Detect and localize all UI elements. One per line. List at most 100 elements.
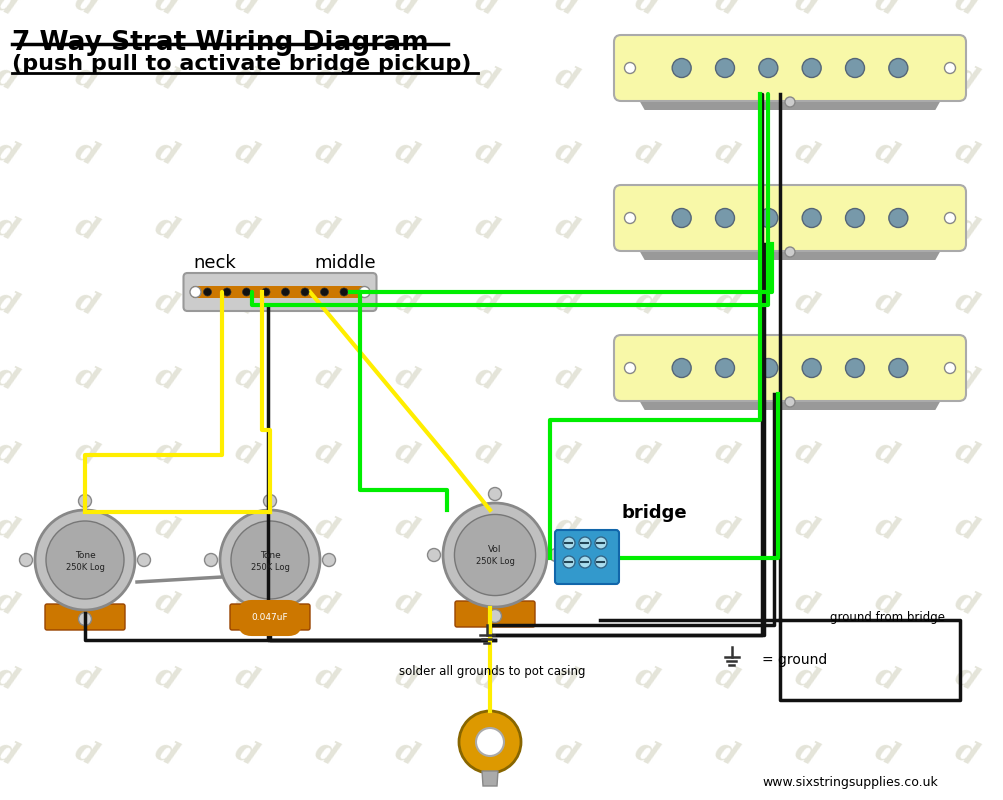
Circle shape: [340, 288, 348, 296]
Text: d: d: [870, 210, 902, 247]
FancyBboxPatch shape: [184, 273, 376, 311]
Circle shape: [671, 358, 690, 378]
Text: 250K Log: 250K Log: [65, 562, 104, 571]
Circle shape: [758, 209, 777, 227]
Text: d: d: [149, 435, 183, 472]
Circle shape: [458, 711, 521, 773]
Text: d: d: [0, 360, 22, 397]
Circle shape: [801, 209, 820, 227]
Text: d: d: [389, 585, 422, 622]
Text: 250K Log: 250K Log: [251, 562, 289, 571]
Text: d: d: [629, 735, 662, 772]
Text: d: d: [70, 135, 102, 172]
Text: d: d: [0, 0, 22, 22]
Circle shape: [35, 510, 134, 610]
Text: d: d: [230, 285, 262, 322]
Circle shape: [320, 288, 328, 296]
Text: 7 Way Strat Wiring Diagram: 7 Way Strat Wiring Diagram: [12, 30, 428, 56]
Text: d: d: [469, 435, 502, 472]
Circle shape: [944, 213, 955, 223]
Text: d: d: [70, 435, 102, 472]
Text: d: d: [149, 135, 183, 172]
Text: d: d: [230, 660, 262, 697]
Text: d: d: [550, 735, 582, 772]
Text: d: d: [789, 510, 821, 547]
FancyBboxPatch shape: [45, 604, 125, 630]
Text: d: d: [149, 735, 183, 772]
Text: d: d: [789, 135, 821, 172]
Circle shape: [624, 62, 635, 74]
Circle shape: [888, 358, 907, 378]
Text: d: d: [70, 210, 102, 247]
Polygon shape: [634, 242, 945, 260]
Circle shape: [888, 58, 907, 78]
Circle shape: [784, 247, 794, 257]
Text: d: d: [149, 0, 183, 22]
Text: middle: middle: [314, 254, 375, 272]
Text: 0.047uF: 0.047uF: [252, 614, 288, 622]
Circle shape: [301, 288, 309, 296]
Circle shape: [944, 362, 955, 374]
Text: d: d: [149, 285, 183, 322]
Circle shape: [223, 288, 231, 296]
Bar: [194, 286, 366, 298]
Circle shape: [758, 358, 777, 378]
Text: d: d: [70, 510, 102, 547]
Text: d: d: [0, 210, 22, 247]
Text: d: d: [629, 510, 662, 547]
Text: d: d: [870, 60, 902, 97]
Text: d: d: [310, 585, 342, 622]
Text: d: d: [949, 210, 982, 247]
Text: d: d: [709, 585, 742, 622]
Text: d: d: [70, 735, 102, 772]
Circle shape: [220, 510, 320, 610]
Text: d: d: [709, 510, 742, 547]
Text: d: d: [230, 360, 262, 397]
Text: d: d: [389, 210, 422, 247]
Text: d: d: [550, 360, 582, 397]
Text: d: d: [0, 60, 22, 97]
Circle shape: [19, 554, 32, 566]
Text: d: d: [550, 285, 582, 322]
Text: d: d: [550, 585, 582, 622]
Text: d: d: [389, 60, 422, 97]
Text: d: d: [709, 0, 742, 22]
Text: d: d: [949, 435, 982, 472]
Text: d: d: [550, 0, 582, 22]
Text: solder all grounds to pot casing: solder all grounds to pot casing: [398, 666, 585, 678]
Text: d: d: [310, 360, 342, 397]
Text: d: d: [389, 435, 422, 472]
Circle shape: [888, 209, 907, 227]
Text: d: d: [870, 510, 902, 547]
Polygon shape: [634, 92, 945, 110]
Text: d: d: [310, 210, 342, 247]
FancyBboxPatch shape: [614, 35, 965, 101]
Text: d: d: [389, 735, 422, 772]
Circle shape: [579, 537, 591, 549]
Text: d: d: [0, 660, 22, 697]
Text: d: d: [709, 210, 742, 247]
Circle shape: [563, 556, 575, 568]
Text: d: d: [310, 660, 342, 697]
Text: d: d: [789, 360, 821, 397]
Circle shape: [758, 58, 777, 78]
Circle shape: [715, 209, 734, 227]
Text: Tone: Tone: [74, 550, 95, 559]
Text: d: d: [469, 285, 502, 322]
Circle shape: [427, 549, 440, 562]
Text: d: d: [310, 510, 342, 547]
Text: d: d: [230, 510, 262, 547]
Text: d: d: [709, 285, 742, 322]
Text: www.sixstringsupplies.co.uk: www.sixstringsupplies.co.uk: [761, 776, 937, 789]
FancyBboxPatch shape: [454, 601, 535, 627]
Circle shape: [46, 521, 124, 599]
Circle shape: [281, 288, 289, 296]
Text: d: d: [870, 0, 902, 22]
Text: d: d: [949, 135, 982, 172]
Text: d: d: [149, 585, 183, 622]
Text: d: d: [709, 60, 742, 97]
Text: d: d: [469, 585, 502, 622]
Text: d: d: [629, 210, 662, 247]
Circle shape: [595, 537, 607, 549]
Text: d: d: [870, 660, 902, 697]
